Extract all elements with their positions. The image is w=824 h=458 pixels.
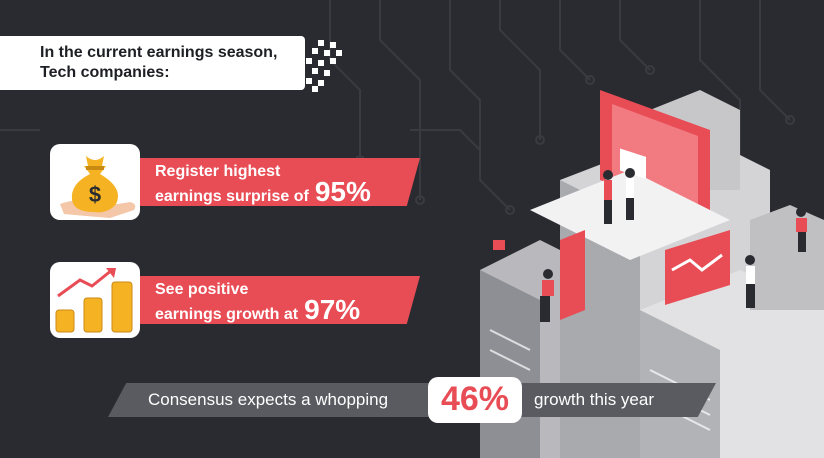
header-banner: In the current earnings season, Tech com… <box>0 36 305 90</box>
earnings-growth-card: See positive earnings growth at 97% <box>50 262 420 338</box>
card-icon-box <box>50 262 140 338</box>
consensus-text-before: Consensus expects a whopping <box>148 390 389 409</box>
card-text: Register highest earnings surprise of 95… <box>155 162 371 207</box>
card-line-2: earnings surprise of <box>155 188 309 205</box>
money-bag-icon: $ <box>60 156 136 218</box>
card-line-1: Register highest <box>155 163 281 180</box>
svg-text:$: $ <box>89 182 101 207</box>
earnings-surprise-card: $ Register highest earnings surprise of … <box>50 144 420 220</box>
card-bar <box>90 276 420 324</box>
header-line-2: Tech companies: <box>40 64 170 81</box>
growth-coins-icon <box>55 268 133 333</box>
consensus-bar <box>108 383 716 417</box>
card-value: 97% <box>304 294 361 325</box>
card-line-2: earnings growth at <box>155 306 299 323</box>
header-line-1: In the current earnings season, <box>40 44 278 61</box>
consensus-value: 46% <box>440 380 510 418</box>
card-line-1: See positive <box>155 281 249 298</box>
pixel-decoration <box>306 40 342 92</box>
card-bar <box>90 158 420 206</box>
consensus-text-after: growth this year <box>534 390 654 409</box>
consensus-badge: 46% <box>428 377 522 423</box>
isometric-city-illustration <box>480 90 824 458</box>
card-icon-box: $ <box>50 144 140 220</box>
card-value: 95% <box>314 176 371 207</box>
card-text: See positive earnings growth at 97% <box>155 280 360 325</box>
